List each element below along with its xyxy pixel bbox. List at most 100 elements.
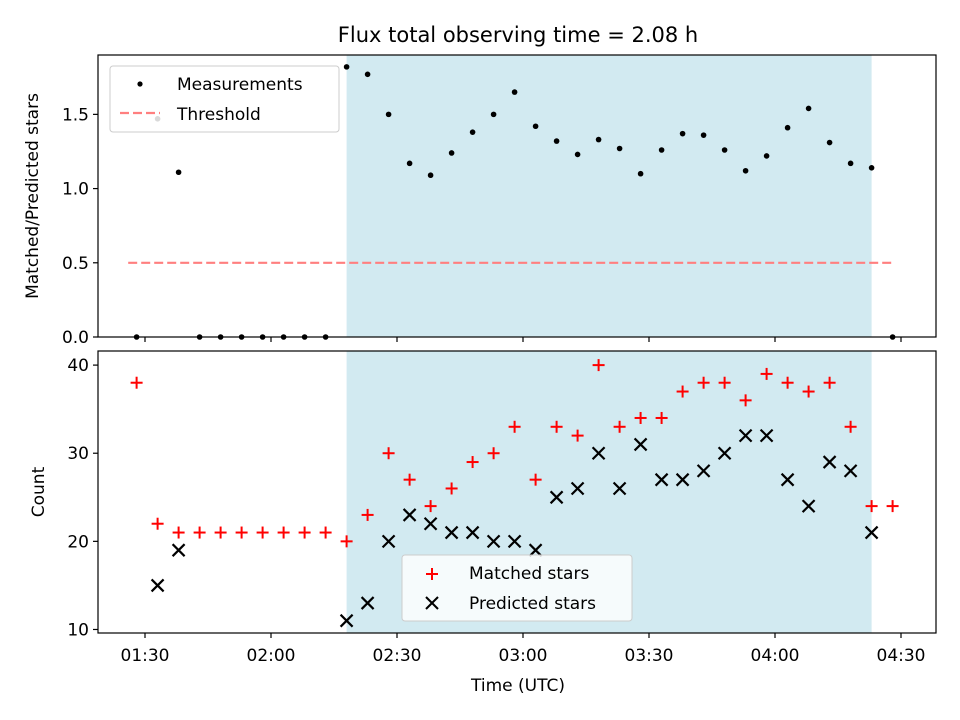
matched-star-point <box>676 385 689 398</box>
predicted-star-point <box>612 481 627 496</box>
predicted-star-point <box>570 481 585 496</box>
top-y-ticks: 0.0 0.5 1.0 1.5 <box>62 105 98 348</box>
predicted-star-point <box>507 534 522 549</box>
matched-star-point <box>718 376 731 389</box>
predicted-star-point <box>696 464 711 478</box>
measurement-point <box>784 124 791 131</box>
predicted-star-point <box>465 525 480 540</box>
predicted-star-point <box>423 516 438 531</box>
bottom-y-axis-label: Count <box>29 466 49 517</box>
predicted-star-point <box>801 499 816 513</box>
predicted-star-point <box>528 543 543 557</box>
matched-star-point <box>823 376 836 389</box>
predicted-star-point <box>381 534 396 549</box>
top-axes-frame <box>97 54 937 338</box>
measurement-point <box>700 132 707 138</box>
measurement-point <box>490 111 497 118</box>
legend-predicted-marker <box>425 596 439 610</box>
measurement-point <box>721 147 728 153</box>
measurement-point <box>574 151 581 158</box>
predicted-star-point <box>864 525 879 540</box>
matched-star-point <box>277 526 290 539</box>
measurement-point <box>847 160 854 167</box>
y-tick-label: 1.0 <box>62 180 89 200</box>
matched-star-point <box>445 482 458 495</box>
matched-star-point <box>613 420 626 433</box>
matched-star-point <box>697 376 710 389</box>
measurement-point <box>385 111 392 118</box>
bottom-legend: Matched stars Predicted stars <box>401 554 633 622</box>
x-tick-label: 02:00 <box>247 646 296 666</box>
predicted-star-point <box>822 455 837 469</box>
matched-star-point <box>172 526 185 539</box>
matched-star-point <box>739 394 752 407</box>
measurement-point <box>826 139 833 146</box>
matched-star-point <box>424 500 437 513</box>
legend-matched-label: Matched stars <box>469 564 589 584</box>
legend-predicted-label: Predicted stars <box>469 594 596 614</box>
matched-star-point <box>508 420 521 433</box>
matched-star-point <box>403 473 416 486</box>
x-tick-label: 04:00 <box>751 646 800 666</box>
measurement-point <box>364 71 371 78</box>
top-marks <box>128 64 896 340</box>
matched-star-point <box>256 526 269 539</box>
predicted-star-point <box>675 472 690 487</box>
matched-star-point <box>550 420 563 433</box>
matched-star-point <box>361 508 374 521</box>
matched-star-point <box>760 367 773 380</box>
top-legend-box <box>109 65 340 133</box>
top-y-axis-label: Matched/Predicted stars <box>23 93 43 299</box>
x-tick-label: 03:00 <box>499 646 548 666</box>
matched-star-point <box>319 526 332 539</box>
y-tick-label: 20 <box>67 532 89 552</box>
predicted-star-point <box>486 534 501 549</box>
top-x-ticks <box>144 337 902 342</box>
predicted-star-point <box>339 613 354 628</box>
matched-star-point <box>844 420 857 433</box>
bottom-marks <box>130 359 899 628</box>
legend-measurements-marker <box>137 81 143 87</box>
y-tick-label: 30 <box>67 444 89 464</box>
measurement-point <box>406 160 413 167</box>
measurement-point <box>658 147 665 153</box>
matched-star-point <box>592 359 605 372</box>
matched-star-point <box>298 526 311 539</box>
bottom-legend-box <box>401 554 633 622</box>
legend-matched-marker <box>426 568 438 580</box>
measurement-point <box>742 167 749 174</box>
measurement-point <box>532 123 539 130</box>
matched-star-point <box>151 517 164 530</box>
measurement-point <box>763 153 770 159</box>
measurement-point <box>805 105 812 112</box>
predicted-star-point <box>717 446 732 461</box>
predicted-star-point <box>150 578 165 593</box>
measurement-point <box>637 170 644 177</box>
y-tick-label: 40 <box>67 356 89 376</box>
predicted-star-point <box>444 525 459 540</box>
predicted-star-point <box>633 437 648 452</box>
y-tick-label: 10 <box>67 620 89 640</box>
measurement-point <box>448 150 455 156</box>
measurement-point <box>511 89 518 95</box>
legend-threshold-label: Threshold <box>176 105 261 125</box>
x-axis-label: Time (UTC) <box>470 676 565 696</box>
matched-star-point <box>340 535 353 548</box>
y-tick-label: 0.0 <box>62 328 89 348</box>
matched-star-point <box>802 385 815 398</box>
observing-window-shade-top <box>346 55 872 337</box>
measurement-point <box>595 136 602 143</box>
measurement-point <box>427 172 434 179</box>
x-tick-label: 04:30 <box>877 646 926 666</box>
matched-star-point <box>487 447 500 460</box>
top-legend: Measurements Threshold <box>109 65 340 133</box>
matched-star-point <box>781 376 794 389</box>
measurement-point <box>175 169 182 176</box>
y-tick-label: 1.5 <box>62 105 89 125</box>
matched-star-point <box>235 526 248 539</box>
x-tick-label: 03:30 <box>625 646 674 666</box>
x-tick-label: 02:30 <box>373 646 422 666</box>
predicted-star-point <box>549 490 564 505</box>
matched-star-point <box>886 500 899 513</box>
